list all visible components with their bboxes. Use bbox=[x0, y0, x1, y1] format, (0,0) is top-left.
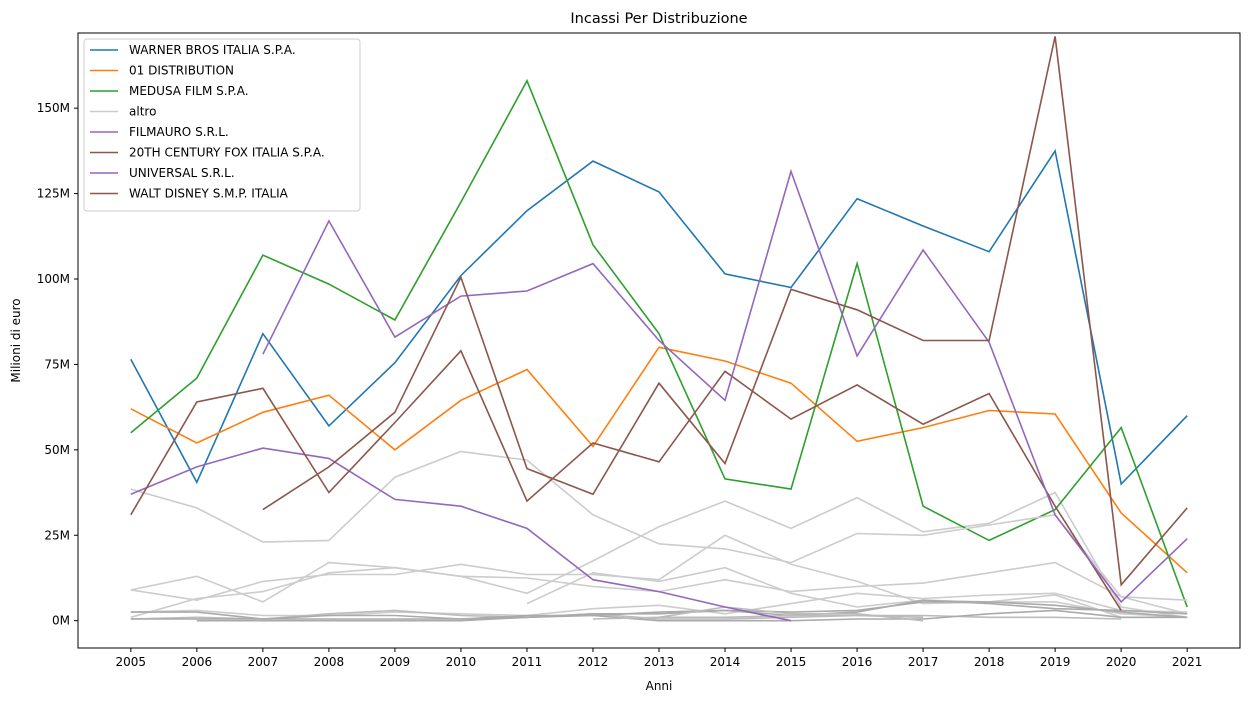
x-tick-label: 2015 bbox=[776, 655, 807, 669]
y-axis-label: Milioni di euro bbox=[9, 298, 23, 382]
legend-label: 20TH CENTURY FOX ITALIA S.P.A. bbox=[129, 146, 325, 160]
legend-label: WARNER BROS ITALIA S.P.A. bbox=[129, 43, 296, 57]
minor-series-line bbox=[130, 491, 1188, 619]
minor-series-line bbox=[130, 599, 1188, 620]
legend-label: altro bbox=[129, 105, 156, 119]
x-axis-label: Anni bbox=[646, 679, 673, 693]
y-tick-label: 75M bbox=[44, 357, 70, 371]
series-line-7 bbox=[262, 36, 1188, 587]
minor-series-line bbox=[130, 601, 1188, 620]
legend-label: MEDUSA FILM S.P.A. bbox=[129, 84, 249, 98]
series-line-6 bbox=[262, 168, 1188, 604]
minor-series-line bbox=[196, 609, 1188, 622]
x-axis: 2005 2006 2007 2008 2009 2010 2011 2012 2013 2014… bbox=[116, 648, 1203, 669]
legend-label: 01 DISTRIBUTION bbox=[129, 64, 234, 78]
y-tick-label: 25M bbox=[44, 528, 70, 542]
series-line-1 bbox=[130, 346, 1188, 574]
legend-label: FILMAURO S.R.L. bbox=[129, 125, 229, 139]
x-tick-label: 2014 bbox=[710, 655, 741, 669]
x-tick-label: 2019 bbox=[1040, 655, 1071, 669]
x-tick-label: 2016 bbox=[842, 655, 873, 669]
x-tick-label: 2009 bbox=[380, 655, 411, 669]
series-line-4 bbox=[130, 447, 792, 622]
legend-box bbox=[83, 38, 361, 212]
x-tick-label: 2006 bbox=[182, 655, 213, 669]
series-line-3 bbox=[130, 450, 1188, 601]
x-tick-label: 2005 bbox=[116, 655, 147, 669]
minor-series-line bbox=[130, 534, 1188, 619]
legend: WARNER BROS ITALIA S.P.A. 01 DISTRIBUTION… bbox=[83, 38, 361, 212]
y-tick-label: 50M bbox=[44, 443, 70, 457]
chart-title: Incassi Per Distribuzione bbox=[570, 11, 747, 27]
minor-series-line bbox=[592, 614, 924, 620]
series-layer bbox=[130, 36, 1188, 622]
x-tick-label: 2020 bbox=[1106, 655, 1137, 669]
series-line-0 bbox=[130, 148, 1188, 486]
y-tick-label: 125M bbox=[37, 187, 70, 201]
y-axis: 0M 25M 50M 75M 100M 125M 150M bbox=[37, 101, 78, 628]
x-tick-label: 2010 bbox=[446, 655, 477, 669]
x-tick-label: 2018 bbox=[974, 655, 1005, 669]
x-tick-label: 2011 bbox=[512, 655, 543, 669]
x-tick-label: 2021 bbox=[1172, 655, 1203, 669]
minor-series-line bbox=[658, 606, 924, 622]
minor-series-line bbox=[526, 566, 1188, 619]
series-line-2 bbox=[130, 78, 1188, 608]
x-tick-label: 2008 bbox=[314, 655, 345, 669]
y-tick-label: 0M bbox=[52, 614, 70, 628]
x-tick-label: 2013 bbox=[644, 655, 675, 669]
y-tick-label: 150M bbox=[37, 101, 70, 115]
x-tick-label: 2017 bbox=[908, 655, 939, 669]
y-tick-label: 100M bbox=[37, 272, 70, 286]
legend-label: WALT DISNEY S.M.P. ITALIA bbox=[129, 187, 289, 201]
legend-label: UNIVERSAL S.R.L. bbox=[129, 166, 235, 180]
x-tick-label: 2007 bbox=[248, 655, 279, 669]
series-line-5 bbox=[130, 349, 1122, 611]
x-tick-label: 2012 bbox=[578, 655, 609, 669]
